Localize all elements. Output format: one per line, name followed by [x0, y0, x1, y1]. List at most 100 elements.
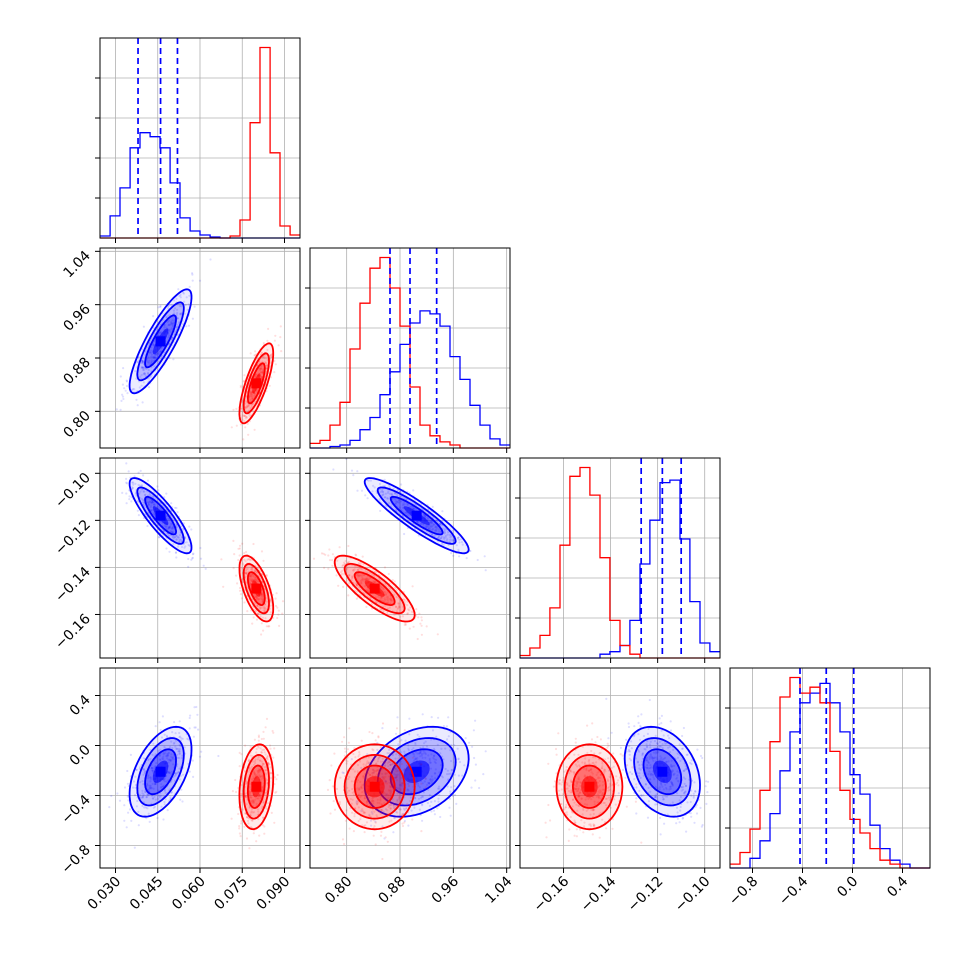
scatter-point — [248, 558, 251, 561]
scatter-point — [331, 785, 334, 788]
scatter-point — [429, 521, 432, 524]
scatter-point — [241, 413, 244, 416]
scatter-point — [261, 371, 264, 374]
scatter-point — [170, 327, 173, 330]
scatter-point — [133, 475, 136, 478]
scatter-point — [356, 573, 359, 577]
contour-line-series-1 — [238, 554, 275, 623]
scatter-point — [171, 325, 174, 328]
scatter-point — [180, 545, 184, 549]
scatter-point — [276, 616, 279, 620]
scatter-point — [244, 400, 247, 403]
scatter-point — [266, 802, 270, 805]
scatter-point — [260, 375, 263, 379]
scatter-point — [243, 601, 246, 604]
scatter-point — [248, 769, 251, 772]
scatter-point — [253, 800, 256, 803]
scatter-point — [246, 567, 249, 570]
scatter-point — [266, 754, 269, 758]
scatter-point — [238, 547, 241, 550]
scatter-point — [164, 791, 167, 795]
scatter-point — [261, 762, 264, 765]
scatter-point — [446, 785, 449, 788]
scatter-point — [399, 490, 402, 494]
scatter-point — [371, 573, 374, 576]
scatter-point — [272, 731, 275, 734]
scatter-point — [251, 397, 254, 400]
scatter-point — [178, 328, 182, 331]
scatter-point — [126, 392, 129, 395]
scatter-point — [156, 334, 160, 337]
scatter-point — [449, 536, 452, 539]
scatter-point — [185, 296, 188, 299]
scatter-point — [341, 838, 345, 841]
scatter-point — [430, 533, 433, 536]
scatter-point — [250, 405, 253, 408]
scatter-point — [249, 398, 252, 401]
scatter-point — [401, 504, 405, 507]
scatter-point — [153, 503, 156, 506]
scatter-point — [386, 601, 389, 605]
scatter-point — [148, 500, 151, 503]
scatter-point — [140, 366, 143, 369]
scatter-point — [269, 766, 272, 769]
scatter-point — [126, 795, 129, 798]
scatter-point — [443, 529, 446, 532]
scatter-point — [153, 513, 156, 516]
scatter-point — [375, 571, 378, 574]
scatter-point — [473, 756, 476, 760]
scatter-point — [167, 758, 170, 762]
scatter-point — [167, 751, 171, 755]
scatter-point — [266, 757, 269, 760]
scatter-point — [701, 756, 704, 760]
scatter-point — [398, 605, 401, 609]
scatter-point — [360, 489, 364, 492]
scatter-point — [252, 798, 255, 802]
scatter-point — [383, 496, 386, 499]
scatter-point — [257, 770, 260, 773]
peak-marker-series-1 — [369, 781, 380, 792]
scatter-point — [244, 560, 247, 563]
scatter-point — [249, 583, 252, 586]
scatter-point — [167, 526, 170, 530]
scatter-point — [429, 528, 432, 531]
scatter-point — [178, 756, 181, 760]
scatter-point — [120, 399, 123, 402]
scatter-point — [365, 577, 368, 580]
scatter-point — [704, 785, 707, 788]
scatter-point — [141, 359, 144, 362]
scatter-point — [178, 750, 181, 753]
scatter-point — [146, 372, 149, 375]
scatter-point — [472, 729, 475, 732]
panel-2-3: −0.16 −0.14 −0.12 −0.10 — [515, 667, 721, 915]
scatter-point — [166, 770, 170, 774]
scatter-point — [412, 489, 415, 492]
scatter-point — [695, 812, 699, 815]
scatter-point — [262, 629, 265, 632]
scatter-point — [457, 548, 460, 551]
y-tick-label: 0.0 — [67, 742, 94, 769]
scatter-point — [693, 821, 696, 824]
scatter-point — [149, 757, 152, 761]
scatter-point — [158, 754, 161, 758]
scatter-point — [174, 732, 177, 735]
peak-marker-series-0 — [657, 766, 668, 777]
scatter-point — [168, 323, 171, 326]
scatter-point — [253, 772, 256, 775]
scatter-point — [167, 752, 170, 755]
scatter-point — [379, 607, 382, 611]
scatter-point — [355, 597, 358, 600]
scatter-point — [370, 602, 373, 606]
scatter-point — [168, 771, 171, 774]
scatter-point — [402, 502, 405, 505]
scatter-point — [357, 562, 360, 565]
scatter-point — [162, 753, 165, 756]
scatter-point — [176, 308, 179, 311]
scatter-point — [264, 617, 267, 620]
scatter-point — [261, 790, 264, 793]
scatter-point — [254, 758, 257, 761]
scatter-point — [147, 386, 151, 389]
scatter-point — [143, 494, 146, 497]
scatter-point — [193, 726, 196, 729]
scatter-point — [163, 745, 166, 749]
